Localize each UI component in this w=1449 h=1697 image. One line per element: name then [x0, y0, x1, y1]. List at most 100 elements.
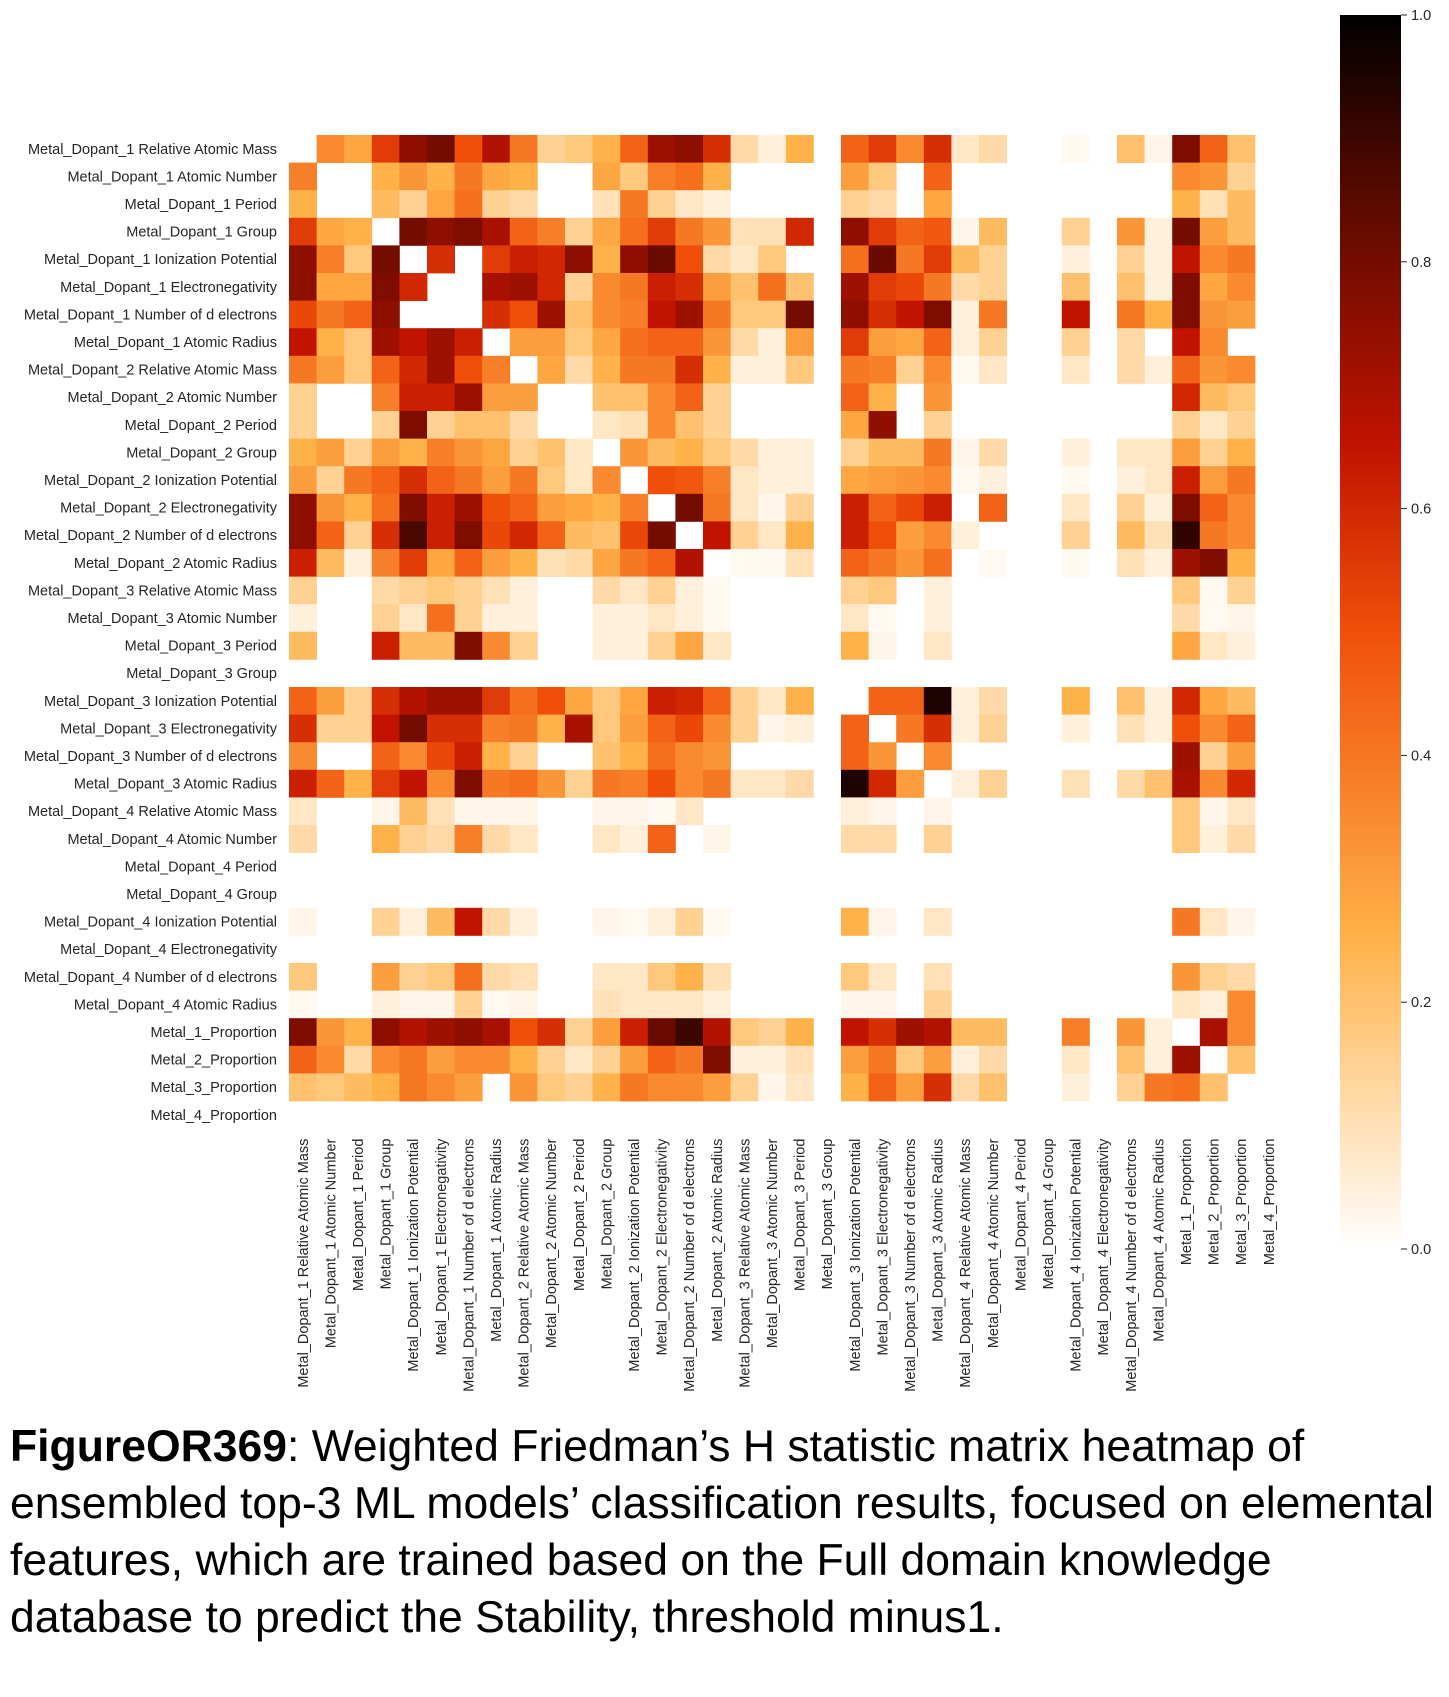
heatmap-cell [923, 549, 952, 577]
heatmap-cell [647, 355, 676, 384]
heatmap-cell [979, 1073, 1007, 1102]
heatmap-cell [316, 1073, 345, 1102]
heatmap-cell [344, 714, 373, 743]
heatmap-cell [454, 383, 483, 412]
heatmap-cell [1117, 328, 1145, 357]
heatmap-cell [482, 907, 511, 936]
row-label: Metal_Dopant_3 Ionization Potential [44, 694, 277, 710]
heatmap-cell [1227, 383, 1256, 412]
heatmap-cell [923, 990, 952, 1019]
colorbar-tick-label: 0.0 [1411, 1242, 1431, 1258]
heatmap-cell [896, 355, 925, 384]
heatmap-cell [923, 217, 952, 246]
heatmap-cell [1227, 162, 1256, 191]
heatmap-cell [785, 273, 814, 301]
heatmap-cell [1061, 687, 1090, 715]
heatmap-cell [620, 631, 649, 660]
heatmap-cell [289, 1073, 317, 1102]
heatmap-cell [1199, 245, 1228, 274]
heatmap-cell [592, 466, 621, 495]
heatmap-cell [482, 1045, 511, 1074]
colorbar-tick-label: 0.2 [1411, 995, 1431, 1011]
heatmap-cell [675, 273, 704, 301]
heatmap-cell [675, 549, 704, 577]
heatmap-cell [1227, 990, 1256, 1019]
heatmap-cell [620, 576, 649, 605]
colorbar-tick-label: 1.0 [1411, 8, 1431, 24]
heatmap-cell [868, 466, 897, 495]
heatmap-cell [427, 1018, 455, 1047]
heatmap-cell [427, 1045, 455, 1074]
column-label: Metal_Dopant_2 Atomic Number [544, 1138, 560, 1348]
heatmap-cell [399, 438, 428, 467]
heatmap-cell [758, 355, 787, 384]
heatmap-cell [1144, 687, 1173, 715]
heatmap-cell [841, 300, 869, 329]
heatmap-cell [565, 466, 593, 495]
heatmap-cell [537, 135, 566, 163]
heatmap-cell [841, 825, 869, 853]
heatmap-cell [482, 300, 511, 329]
heatmap-chart: Metal_Dopant_1 Relative Atomic Mass Metal… [24, 8, 1431, 1392]
heatmap-cell [647, 963, 676, 991]
heatmap-cell [868, 383, 897, 412]
figure-caption: FigureOR369: Weighted Friedman’s H stati… [10, 1418, 1440, 1646]
heatmap-cell [703, 493, 731, 522]
row-label: Metal_Dopant_3 Number of d electrons [24, 749, 277, 765]
heatmap-cell [730, 217, 759, 246]
heatmap-cell [1172, 355, 1201, 384]
heatmap-cell [1227, 825, 1256, 853]
heatmap-cell [1199, 549, 1228, 577]
column-label: Metal_Dopant_1 Group [379, 1139, 395, 1290]
heatmap-cell [537, 714, 566, 743]
heatmap-cell [1144, 300, 1173, 329]
heatmap-cell [841, 604, 869, 633]
heatmap-cell [399, 631, 428, 660]
heatmap-cell [1144, 769, 1173, 798]
heatmap-cell [371, 990, 400, 1019]
heatmap-cell [868, 521, 897, 550]
heatmap-cell [647, 714, 676, 743]
heatmap-cell [675, 135, 704, 163]
heatmap-cell [647, 521, 676, 550]
heatmap-cell [841, 521, 869, 550]
heatmap-cell [592, 355, 621, 384]
heatmap-cell [620, 438, 649, 467]
heatmap-cell [841, 190, 869, 219]
heatmap-cell [896, 217, 925, 246]
heatmap-cell [427, 135, 455, 163]
heatmap-cell [703, 273, 731, 301]
heatmap-cell [868, 549, 897, 577]
column-label: Metal_Dopant_1 Relative Atomic Mass [296, 1139, 312, 1388]
heatmap-cell [1117, 1045, 1145, 1074]
heatmap-cell [399, 797, 428, 826]
heatmap-cell [703, 604, 731, 633]
heatmap-cell [620, 990, 649, 1019]
heatmap-cell [592, 1045, 621, 1074]
heatmap-cell [979, 355, 1007, 384]
row-label: Metal_Dopant_2 Period [125, 418, 277, 434]
heatmap-cell [316, 300, 345, 329]
heatmap-cell [344, 273, 373, 301]
heatmap-cell [1061, 1018, 1090, 1047]
heatmap-cell [1172, 493, 1201, 522]
heatmap-cell [509, 631, 538, 660]
column-label: Metal_Dopant_3 Number of d electrons [903, 1139, 919, 1392]
heatmap-cell [1199, 1018, 1228, 1047]
heatmap-cell [1172, 714, 1201, 743]
heatmap-cell [509, 907, 538, 936]
heatmap-cell [344, 687, 373, 715]
heatmap-cell [399, 687, 428, 715]
heatmap-cell [675, 217, 704, 246]
heatmap-cell [979, 1045, 1007, 1074]
heatmap-cell [785, 769, 814, 798]
heatmap-cell [454, 493, 483, 522]
row-label: Metal_Dopant_4 Relative Atomic Mass [28, 804, 277, 820]
heatmap-cell [482, 742, 511, 771]
heatmap-cell [427, 990, 455, 1019]
heatmap-cell [1117, 245, 1145, 274]
heatmap-cell [565, 1073, 593, 1102]
heatmap-cell [482, 273, 511, 301]
heatmap-cell [371, 190, 400, 219]
heatmap-cell [868, 604, 897, 633]
